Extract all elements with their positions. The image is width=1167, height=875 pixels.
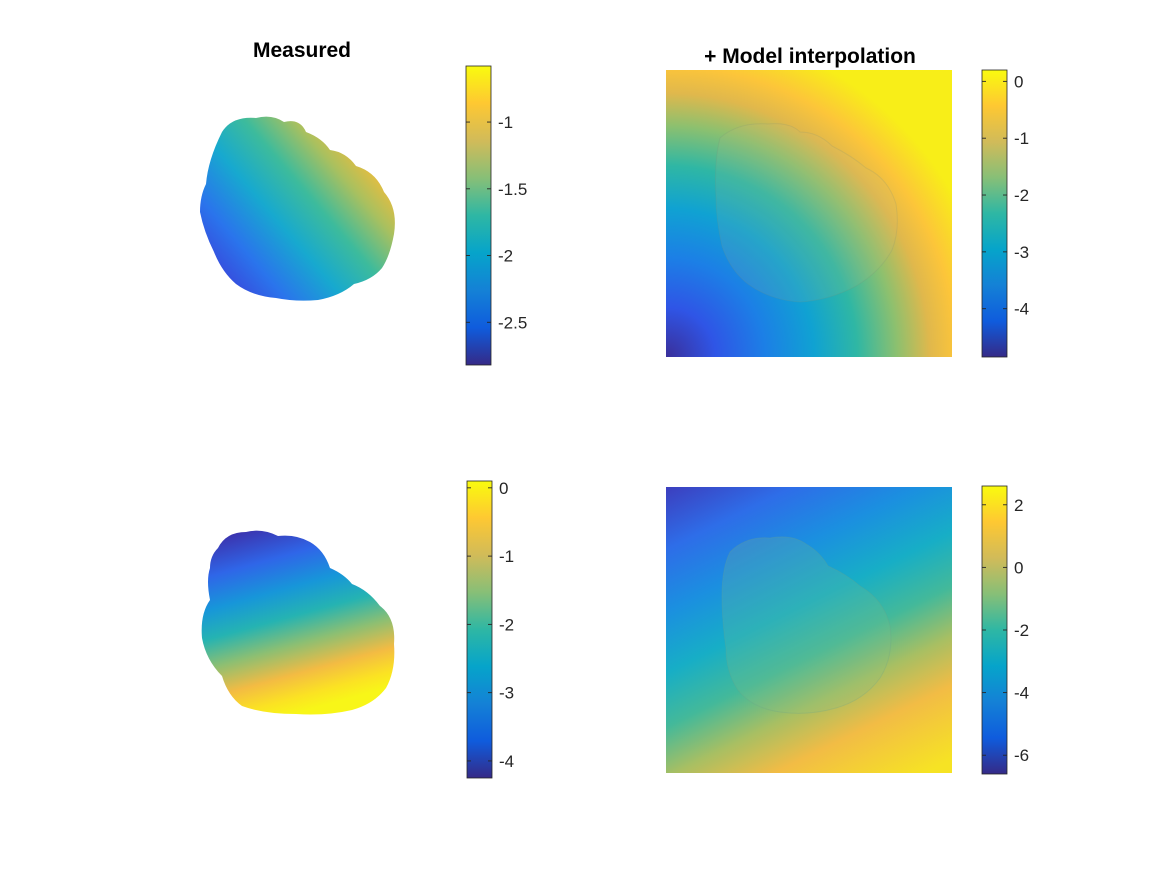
panel-measured-2: 0 -1 -2 -3 -4 xyxy=(201,479,514,779)
colorbar-tick-label: -2 xyxy=(1014,621,1029,640)
colorbar-tick-label: -3 xyxy=(499,684,514,703)
panel-4-colorbar-ticks: 2 0 -2 -4 -6 xyxy=(982,496,1029,765)
colorbar-tick-label: -6 xyxy=(1014,746,1029,765)
panel-3-surface xyxy=(201,530,395,715)
panel-model-interpolation-2: 2 0 -2 -4 -6 xyxy=(666,485,1029,775)
colorbar-tick-label: 2 xyxy=(1014,496,1023,515)
colorbar-tick-label: 0 xyxy=(1014,72,1023,91)
panel-3-colorbar xyxy=(466,480,493,779)
panel-2-colorbar xyxy=(981,69,1008,358)
panel-2-title: + Model interpolation xyxy=(704,45,916,68)
colorbar-tick-label: -2.5 xyxy=(498,313,527,332)
colorbar-tick-label: -2 xyxy=(499,615,514,634)
panel-4-colorbar xyxy=(981,485,1008,775)
colorbar-tick-label: -4 xyxy=(1014,300,1029,319)
panel-1-surface xyxy=(200,116,395,301)
colorbar-tick-label: -2 xyxy=(498,247,513,266)
panel-1-colorbar-ticks: -1 -1.5 -2 -2.5 xyxy=(466,113,527,332)
panel-2-colorbar-ticks: 0 -1 -2 -3 -4 xyxy=(982,72,1029,319)
colorbar-tick-label: -4 xyxy=(499,752,514,771)
panel-2-surface xyxy=(666,70,952,357)
colorbar-tick-label: -1 xyxy=(498,113,513,132)
colorbar-tick-label: 0 xyxy=(499,479,508,498)
panel-3-colorbar-ticks: 0 -1 -2 -3 -4 xyxy=(467,479,514,771)
colorbar-tick-label: -1 xyxy=(1014,129,1029,148)
panel-1-colorbar xyxy=(465,65,492,366)
colorbar-tick-label: -1.5 xyxy=(498,180,527,199)
panel-2-measured-overlay xyxy=(715,123,898,303)
colorbar-tick-label: -4 xyxy=(1014,684,1029,703)
colorbar-tick-label: -1 xyxy=(499,547,514,566)
colorbar-tick-label: -3 xyxy=(1014,243,1029,262)
panel-4-measured-overlay xyxy=(721,536,892,714)
panel-4-surface xyxy=(666,487,952,773)
panel-measured: Measured -1 -1.5 -2 -2.5 xyxy=(200,39,527,366)
colorbar-tick-label: 0 xyxy=(1014,558,1023,577)
panel-1-title: Measured xyxy=(253,39,351,62)
colorbar-tick-label: -2 xyxy=(1014,186,1029,205)
panel-model-interpolation: + Model interpolation 0 -1 -2 -3 -4 xyxy=(666,45,1029,358)
